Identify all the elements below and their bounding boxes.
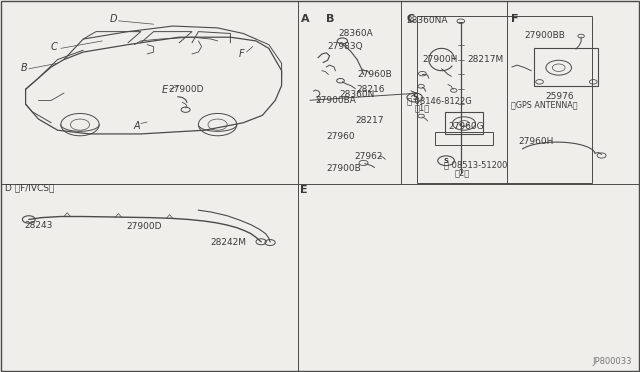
Text: B: B [21,63,28,73]
Text: E: E [161,85,168,95]
Bar [445,112,483,134]
Text: E: E [300,185,307,195]
Text: 27960H: 27960H [518,137,554,146]
Text: 28217: 28217 [355,116,384,125]
Text: JP800033: JP800033 [593,357,632,366]
Text: 28360N: 28360N [339,90,374,99]
Text: 28216: 28216 [356,85,385,94]
Bar [534,48,598,86]
Text: B: B [326,14,335,23]
Text: A: A [301,14,309,23]
Text: 27960B: 27960B [358,70,392,79]
Text: Ｓ 08146-8122G: Ｓ 08146-8122G [407,96,472,105]
Text: 27962: 27962 [354,153,383,161]
Text: 27960: 27960 [326,132,355,141]
Text: （2）: （2） [454,168,470,177]
Text: Ｓ 08513-51200: Ｓ 08513-51200 [444,160,507,169]
Text: F: F [239,49,244,59]
Text: ＜GPS ANTENNA＞: ＜GPS ANTENNA＞ [511,100,577,109]
Text: 28360A: 28360A [338,29,372,38]
Text: F: F [511,14,518,23]
Text: 27983Q: 27983Q [328,42,364,51]
Bar [417,16,592,183]
Text: 27900BA: 27900BA [316,96,356,105]
Text: 27900D: 27900D [127,222,162,231]
Text: 27960G: 27960G [448,122,484,131]
Text: 28243: 28243 [24,221,52,230]
Text: （1）: （1） [415,103,430,112]
Text: C: C [51,42,58,51]
Text: C: C [406,14,415,23]
Text: D （F/IVCS）: D （F/IVCS） [5,183,54,192]
Text: 27900BB: 27900BB [525,31,566,40]
Text: 25976: 25976 [545,92,574,101]
Text: 27900B: 27900B [326,164,361,173]
Text: S: S [444,158,449,164]
Text: S: S [412,93,417,102]
Text: 28242M: 28242M [210,238,246,247]
Text: 27900D: 27900D [168,85,204,94]
Text: A: A [134,121,140,131]
Text: D: D [110,15,118,24]
Bar [435,132,493,145]
Text: 27900H: 27900H [422,55,458,64]
Text: 28217M: 28217M [467,55,504,64]
Text: 28360NA: 28360NA [406,16,448,25]
